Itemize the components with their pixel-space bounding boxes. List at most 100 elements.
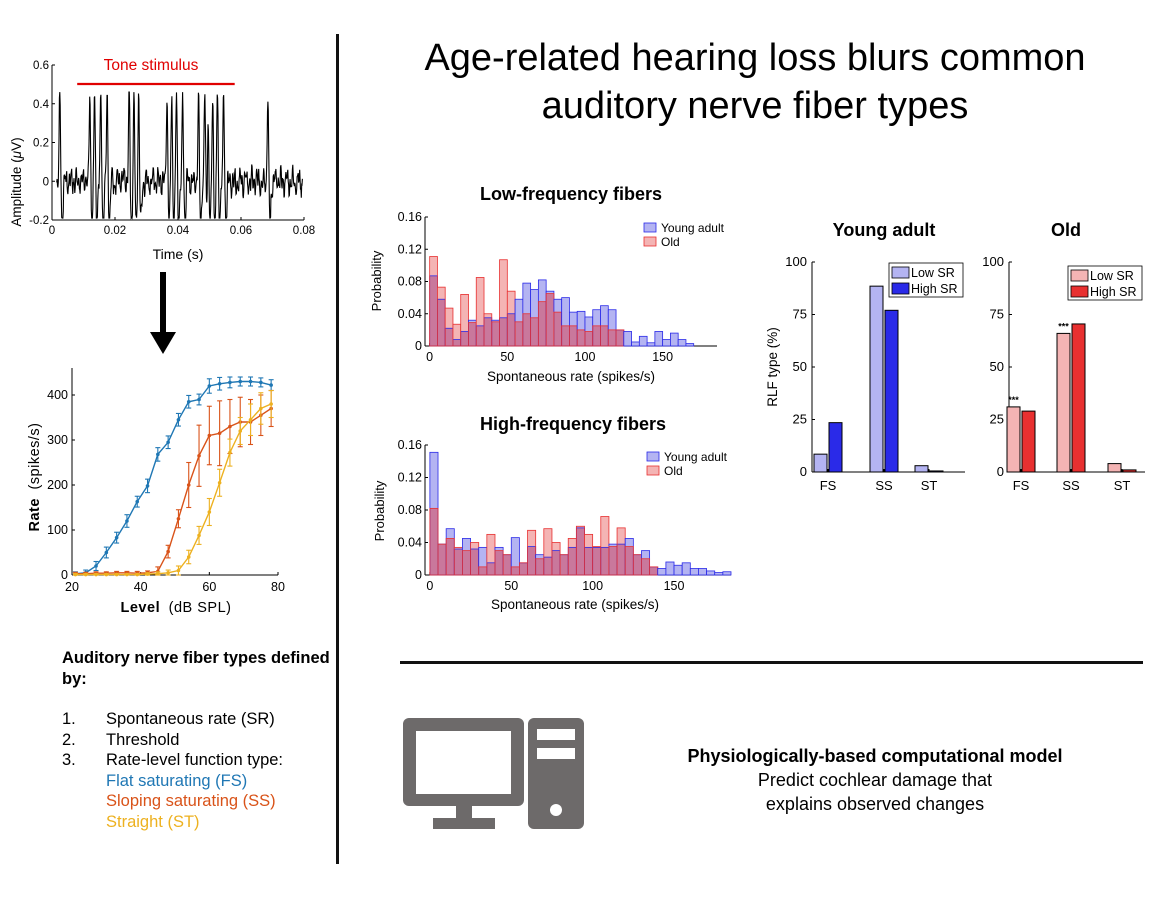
- low-frequency-histogram: Low-frequency fibers 0 50 100 15000.040.080…: [369, 184, 725, 384]
- histogram-bar-overlap: [429, 508, 439, 575]
- model-heading: Physiologically-based computational mode…: [687, 746, 1063, 766]
- model-line-1: Predict cochlear damage that: [757, 770, 993, 790]
- chart-title: High-frequency fibers: [480, 414, 666, 434]
- x-axis-label: Level (dB SPL): [121, 600, 232, 616]
- data-point: [228, 380, 232, 385]
- histogram-bar-overlap: [454, 549, 463, 575]
- rlf-bar: [869, 285, 884, 473]
- histogram-bar-overlap: [560, 554, 569, 575]
- histogram-bar-overlap: [608, 546, 618, 575]
- histogram-bar-overlap: [437, 299, 446, 346]
- rlf-plot: 0 25 50 75 100 FS SS ST Low SR High SR: [785, 254, 965, 493]
- histogram-bar: [665, 562, 675, 575]
- histogram-bar-overlap: [494, 550, 504, 575]
- x-tick-label: 150: [652, 350, 673, 364]
- fiber-types-heading: Auditory nerve fiber types defined by:: [62, 649, 330, 688]
- young-adult-rlf-chart: Young adult 0 25 50 75 100 FS SS ST Low SR High S…: [765, 220, 965, 493]
- histogram-bar-overlap: [478, 566, 487, 575]
- chart-title: Young adult: [833, 220, 936, 240]
- rlf-bar: [1021, 410, 1036, 473]
- y-tick-label: 0.2: [33, 138, 49, 150]
- young-bar-outline: [623, 331, 632, 347]
- histogram-bar-overlap: [617, 544, 626, 575]
- histogram-bar-overlap: [491, 321, 500, 346]
- histogram-bar: [511, 537, 520, 567]
- histogram-bar-overlap: [641, 558, 650, 575]
- data-point: [176, 516, 181, 521]
- histogram-bar: [515, 299, 523, 322]
- y-axis-label: Probability: [372, 480, 387, 541]
- x-tick-label: ST: [1114, 478, 1131, 493]
- histogram-bar-overlap: [527, 546, 536, 575]
- histogram-bar-overlap: [519, 562, 528, 575]
- x-tick-label: FS: [1013, 478, 1030, 493]
- histogram-bar: [543, 528, 552, 558]
- histogram-bar-overlap: [511, 566, 520, 575]
- rlf-bar: [1056, 332, 1071, 473]
- x-tick-label: SS: [1062, 478, 1080, 493]
- histogram-bar-overlap: [616, 329, 624, 346]
- rlf-plot: 0 25 50 75 100 FS *** SS *** ST Low SR High SR: [982, 254, 1145, 493]
- y-tick-label: 0.04: [398, 536, 422, 550]
- histogram-bar: [625, 538, 634, 547]
- histogram-bar: [468, 320, 477, 323]
- y-tick-label: 0: [415, 339, 422, 353]
- histogram-bar: [631, 341, 640, 346]
- histogram-bar: [527, 530, 536, 547]
- rlf-bar: [1071, 323, 1086, 473]
- data-point: [94, 564, 98, 568]
- histogram-bar: [445, 308, 453, 329]
- histogram-bar: [476, 277, 485, 326]
- histogram-bar-overlap: [535, 558, 544, 575]
- histogram-bar-overlap: [499, 317, 508, 346]
- x-tick-label: FS: [820, 478, 837, 493]
- histogram-bar: [462, 538, 471, 551]
- trace-axes: 0 0.02 0.04 0.06 0.08-0.200.20.40.6: [29, 60, 315, 237]
- y-tick-label: 0: [997, 464, 1004, 479]
- ss-label: Sloping saturating (SS): [106, 792, 276, 810]
- data-point: [125, 572, 129, 577]
- x-axis-label: Time (s): [153, 246, 204, 262]
- rate-level-axes: 20 40 60 80 0 100 200 300 400: [47, 368, 285, 594]
- histogram-bar: [592, 309, 601, 326]
- model-panel: Physiologically-based computational mode…: [640, 744, 1110, 816]
- high-frequency-histogram: High-frequency fibers 0 50 100 150 0 0.04 0.08…: [372, 414, 732, 612]
- x-axis-label-unit: (dB SPL): [169, 600, 232, 616]
- histogram-bar: [698, 568, 707, 575]
- histogram-bar: [682, 562, 691, 575]
- data-point: [197, 397, 201, 402]
- legend-swatch-young: [646, 451, 660, 462]
- y-tick-label: 100: [785, 254, 807, 269]
- histogram-bar: [507, 291, 516, 314]
- rlf-bar: [828, 422, 843, 473]
- data-point: [114, 572, 119, 577]
- young-bar-outline: [685, 343, 695, 347]
- legend-label: Low SR: [1090, 269, 1134, 283]
- y-tick-label: 0.6: [33, 60, 49, 72]
- histogram-bar: [592, 546, 601, 548]
- legend-label-young: Young adult: [664, 450, 728, 464]
- y-axis-label: Amplitude (μV): [9, 137, 24, 226]
- old-rlf-chart: Old 0 25 50 75 100 FS *** SS *** ST Low SR High SR: [982, 220, 1145, 493]
- horizontal-divider: [400, 661, 1143, 664]
- y-tick-label: 0.16: [398, 210, 422, 224]
- young-bar-outline: [677, 339, 687, 347]
- data-point: [176, 568, 181, 573]
- y-axis-label-unit: (spikes/s): [27, 422, 43, 489]
- legend-swatch-old: [646, 465, 660, 476]
- data-point: [207, 510, 212, 514]
- data-point: [228, 450, 232, 455]
- st-label: Straight (ST): [106, 812, 200, 831]
- histogram-bar: [546, 291, 554, 294]
- histogram-bar-overlap: [649, 566, 658, 575]
- histogram-bar: [568, 538, 577, 548]
- tone-stimulus-label: Tone stimulus: [104, 57, 199, 74]
- x-axis-label: Spontaneous rate (spikes/s): [491, 597, 659, 612]
- histogram-bar: [647, 342, 655, 346]
- page-title: Age-related hearing loss blurs common au…: [424, 37, 1086, 127]
- histogram-bar: [494, 547, 504, 551]
- data-point: [186, 483, 191, 487]
- y-tick-label: 0: [61, 568, 68, 582]
- data-point: [259, 406, 263, 411]
- data-point: [259, 380, 263, 385]
